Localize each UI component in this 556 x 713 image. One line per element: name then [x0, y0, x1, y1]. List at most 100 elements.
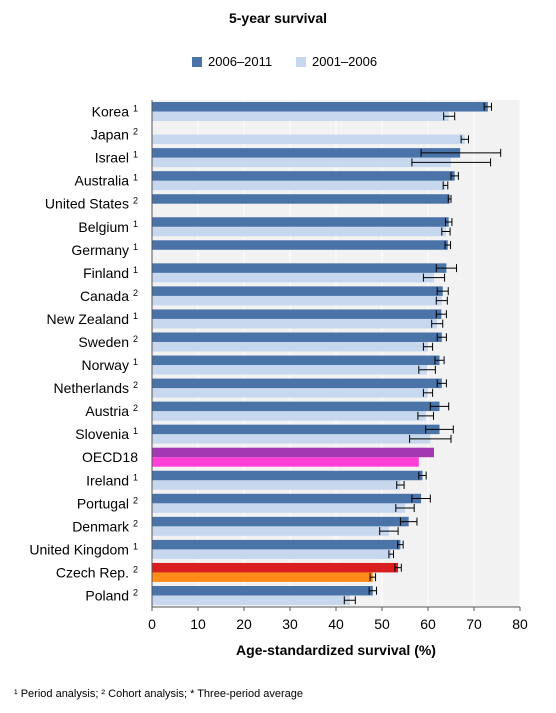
category-label-korea: Korea 1	[92, 104, 138, 120]
error-bar-2006-2011-ireland	[418, 471, 427, 480]
category-label-japan: Japan 2	[91, 127, 138, 143]
legend-item-2006-2011: 2006–2011	[192, 54, 272, 69]
category-label-germany: Germany 1	[71, 242, 138, 258]
x-tick-label: 40	[328, 616, 344, 632]
error-bar-2006-2011-austria	[429, 402, 450, 411]
error-bar-2001-2006-canada	[435, 296, 448, 305]
category-label-finland: Finland 1	[83, 265, 138, 281]
bar-2001-2006-denmark	[152, 526, 389, 536]
bar-2001-2006-norway	[152, 365, 428, 375]
category-footnote-marker: 1	[133, 311, 138, 321]
category-footnote-marker: 1	[133, 173, 138, 183]
category-label-norway: Norway 1	[82, 357, 138, 373]
bar-2001-2006-canada	[152, 295, 442, 306]
error-bar-2006-2011-korea	[483, 102, 492, 111]
bar-2001-2006-new-zealand	[152, 318, 438, 329]
error-bar-2001-2006-belgium	[441, 227, 451, 236]
chart-title: 5-year survival	[228, 10, 328, 26]
error-bar-2001-2006-united-kingdom	[388, 550, 394, 559]
x-tick-label: 10	[190, 616, 206, 632]
error-bar-2001-2006-finland	[422, 273, 446, 282]
legend: 2006–2011 2001–2006	[0, 54, 556, 72]
bar-2001-2006-belgium	[152, 226, 446, 237]
x-tick-label: 0	[148, 616, 156, 632]
category-footnote-marker: 2	[133, 288, 138, 298]
error-bar-2006-2011-poland	[368, 586, 377, 595]
category-label-israel: Israel 1	[95, 150, 138, 166]
error-bar-2001-2006-australia	[442, 181, 449, 190]
category-label-oecd18: OECD18	[82, 449, 138, 465]
error-bar-2001-2006-denmark	[379, 527, 399, 536]
bar-2001-2006-sweden	[152, 341, 428, 352]
error-bar-2001-2006-slovenia	[409, 434, 452, 443]
category-label-slovenia: Slovenia 1	[75, 426, 138, 442]
error-bar-2006-2011-czech-rep	[394, 563, 402, 572]
category-label-denmark: Denmark 2	[72, 518, 138, 534]
bar-2006-2011-poland	[152, 585, 373, 596]
error-bar-2006-2011-australia	[450, 171, 459, 180]
category-footnote-marker: 1	[133, 150, 138, 160]
error-bar-2001-2006-austria	[417, 411, 435, 420]
error-bar-2006-2011-sweden	[436, 333, 447, 342]
category-footnote-marker: 1	[133, 541, 138, 551]
x-tick-label: 60	[420, 616, 436, 632]
category-footnote-marker: 1	[133, 357, 138, 367]
bar-2001-2006-czech-rep	[152, 572, 373, 582]
error-bar-2001-2006-ireland	[396, 481, 405, 489]
category-label-canada: Canada 2	[80, 288, 138, 304]
bar-2006-2011-israel	[152, 148, 461, 158]
category-footnote-marker: 1	[133, 104, 138, 114]
bar-2006-2011-czech-rep	[152, 562, 399, 573]
bar-2006-2011-new-zealand	[152, 309, 442, 319]
bar-2006-2011-norway	[152, 355, 440, 366]
category-footnote-marker: 1	[133, 426, 138, 436]
category-label-united-states: United States 2	[45, 196, 138, 212]
category-footnote-marker: 2	[133, 564, 138, 574]
error-bar-2006-2011-united-kingdom	[397, 540, 404, 549]
legend-swatch-2006-2011	[192, 56, 202, 67]
bar-2001-2006-ireland	[152, 480, 401, 490]
error-bar-2001-2006-norway	[418, 365, 436, 374]
bar-2001-2006-slovenia	[152, 434, 431, 444]
error-bar-2001-2006-netherlands	[422, 388, 434, 397]
bar-2006-2011-austria	[152, 401, 440, 412]
category-footnote-marker: 2	[133, 403, 138, 413]
x-axis-label: Age-standardized survival (%)	[236, 642, 436, 658]
category-footnote-marker: 1	[133, 219, 138, 229]
bar-2001-2006-oecd18	[152, 457, 419, 467]
error-bar-2006-2011-portugal	[411, 494, 431, 503]
error-bar-2006-2011-denmark	[399, 517, 418, 526]
bar-2006-2011-united-kingdom	[152, 539, 401, 550]
category-footnote-marker: 2	[133, 587, 138, 597]
error-bar-2006-2011-germany	[444, 241, 452, 250]
error-bar-2006-2011-new-zealand	[435, 310, 447, 319]
bar-2006-2011-australia	[152, 171, 455, 181]
bar-2006-2011-denmark	[152, 516, 409, 527]
bar-2006-2011-canada	[152, 286, 443, 296]
bar-2006-2011-finland	[152, 263, 447, 273]
category-footnote-marker: 1	[133, 242, 138, 252]
error-bar-2006-2011-norway	[434, 356, 445, 365]
error-bar-2006-2011-finland	[435, 264, 458, 273]
category-footnote-marker: 2	[133, 196, 138, 206]
bar-2006-2011-korea	[152, 102, 488, 112]
bar-2001-2006-finland	[152, 272, 434, 283]
legend-item-2001-2006: 2001–2006	[296, 54, 377, 69]
bar-2006-2011-ireland	[152, 470, 423, 481]
category-label-new-zealand: New Zealand 1	[46, 311, 138, 327]
error-bar-2006-2011-united-states	[447, 194, 452, 203]
bar-2001-2006-japan	[152, 134, 465, 145]
error-bar-2006-2011-netherlands	[436, 379, 447, 388]
legend-label-2006-2011: 2006–2011	[208, 54, 273, 69]
x-tick-label: 50	[374, 616, 390, 632]
bar-2006-2011-netherlands	[152, 378, 442, 389]
category-label-czech-rep: Czech Rep. 2	[56, 564, 138, 580]
bar-2001-2006-united-kingdom	[152, 549, 392, 559]
category-footnote-marker: 1	[133, 472, 138, 482]
category-footnote-marker: 1	[133, 265, 138, 275]
bar-2006-2011-united-states	[152, 194, 450, 204]
bar-2001-2006-poland	[152, 595, 350, 605]
legend-label-2001-2006: 2001–2006	[312, 54, 378, 69]
error-bar-2006-2011-israel	[420, 148, 502, 157]
